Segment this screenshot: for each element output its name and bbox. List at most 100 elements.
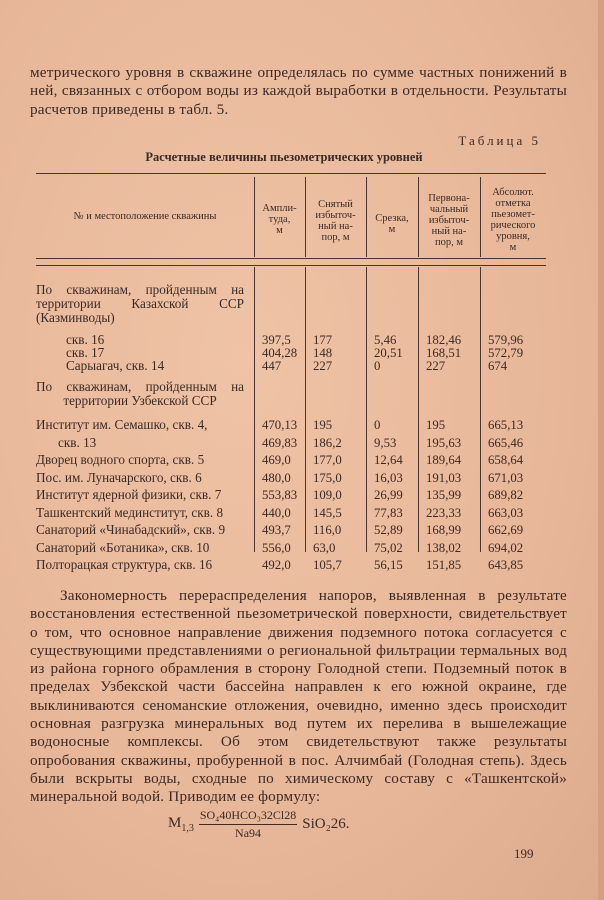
table-cell: 447 [262, 359, 282, 373]
column-divider [254, 267, 255, 552]
column-header: № и местоположение скважины [73, 211, 217, 222]
column-header: Срезка, м [375, 213, 409, 235]
table-title: Расчетные величины пьезометрических уров… [145, 150, 423, 164]
table-cell: 671,03 [488, 470, 524, 485]
table-cell: 397,5 [262, 333, 291, 347]
table-cell: 105,7 [313, 558, 342, 572]
page-number: 199 [514, 846, 534, 861]
column-divider [366, 267, 367, 552]
table-cell: 56,15 [374, 558, 403, 572]
table-cell: 77,83 [374, 505, 403, 520]
table-cell: 493,7 [262, 523, 291, 537]
table-cell: 404,28 [262, 346, 298, 360]
table-cell: 223,33 [426, 505, 462, 520]
formula-fraction: SO₄40HCO₃32Cl28 Na94 [198, 808, 298, 841]
header-bottom-rule [36, 258, 546, 260]
table-cell: 195 [426, 418, 446, 432]
column-divider [366, 177, 367, 257]
table-cell: 168,99 [426, 523, 462, 537]
table-cell: 572,79 [488, 346, 524, 360]
column-header: Снятый избыточ- ный на- пор, м [315, 199, 356, 243]
table-cell: 138,02 [426, 540, 462, 555]
chemical-formula: M1,3 SO₄40HCO₃32Cl28 Na94 SiO₂26. [168, 808, 350, 841]
formula-denominator: Na94 [235, 826, 262, 840]
row-name: Сарыагач, скв. 14 [66, 358, 165, 373]
table-cell: 689,82 [488, 488, 524, 502]
table-cell: 145,5 [313, 505, 342, 520]
table-cell: 492,0 [262, 558, 291, 572]
column-header: Ампли- туда, м [262, 203, 297, 236]
group-title: По скважинам, пройденным на территории К… [36, 282, 244, 325]
table-cell: 227 [426, 359, 446, 373]
row-name: скв. 13 [58, 434, 97, 450]
row-name: Институт ядерной физики, скв. 7 [36, 487, 222, 502]
table-cell: 175,0 [313, 470, 342, 485]
table-cell: 177,0 [313, 453, 342, 467]
column-divider [418, 267, 419, 552]
row-name: Пос. им. Луначарского, скв. 6 [36, 469, 202, 485]
table-cell: 148 [313, 346, 333, 360]
table-cell: 182,46 [426, 333, 462, 347]
table-cell: 579,96 [488, 333, 524, 347]
intro-paragraph: метрического уровня в скважине определял… [30, 64, 567, 118]
table-cell: 186,2 [313, 435, 342, 450]
formula-suffix: SiO₂26. [302, 816, 350, 832]
table-cell: 177 [313, 333, 333, 347]
table-cell: 470,13 [262, 418, 298, 432]
table-cell: 168,51 [426, 346, 462, 360]
table-cell: 16,03 [374, 470, 403, 485]
table-cell: 75,02 [374, 540, 403, 555]
table-cell: 665,46 [488, 435, 524, 450]
row-name: Полторацкая структура, скв. 16 [36, 557, 213, 572]
column-header: Первона- чальный избыточ- ный на- пор, м [428, 193, 470, 248]
table-cell: 553,83 [262, 488, 298, 502]
table-cell: 191,03 [426, 470, 462, 485]
table-cell: 151,85 [426, 558, 462, 572]
table-cell: 9,53 [374, 435, 397, 450]
table-cell: 195,63 [426, 435, 462, 450]
row-name: скв. 17 [66, 345, 105, 360]
body-paragraph: Закономерность перераспределения напоров… [30, 587, 567, 807]
column-header: Абсолют. отметка пьезомет- рического уро… [490, 187, 536, 253]
table-cell: 195 [313, 418, 333, 432]
table-cell: 12,64 [374, 453, 403, 467]
column-divider [305, 267, 306, 552]
table-cell: 643,85 [488, 558, 524, 572]
column-divider [480, 177, 481, 257]
page-edge [598, 0, 604, 900]
column-divider [254, 177, 255, 257]
table-cell: 26,99 [374, 488, 403, 502]
body-text: Закономерность перераспределения напоров… [30, 587, 567, 806]
table-cell: 469,83 [262, 435, 298, 450]
row-name: Санаторий «Чинабадский», скв. 9 [36, 522, 226, 537]
table-number: Таблица 5 [458, 133, 541, 148]
table-title-wrap: Расчетные величины пьезометрических уров… [0, 150, 604, 165]
table-cell: 52,89 [374, 523, 403, 537]
row-name: Ташкентский мединститут, скв. 8 [36, 504, 224, 520]
table-cell: 227 [313, 359, 333, 373]
table-cell: 662,69 [488, 523, 524, 537]
table-cell: 0 [374, 418, 381, 432]
column-divider [418, 177, 419, 257]
formula-numerator: SO₄40HCO₃32Cl28 [198, 808, 298, 825]
table-cell: 674 [488, 359, 508, 373]
column-divider [480, 267, 481, 552]
table-cell: 109,0 [313, 488, 342, 502]
table-cell: 135,99 [426, 488, 462, 502]
table-top-rule [36, 173, 546, 175]
table-cell: 469,0 [262, 453, 291, 467]
row-name: Санаторий «Ботаника», скв. 10 [36, 539, 210, 555]
table-cell: 663,03 [488, 505, 524, 520]
column-divider [305, 177, 306, 257]
group-title: По скважинам, пройденным на территории У… [36, 379, 244, 408]
table-cell: 5,46 [374, 333, 397, 347]
table-cell: 556,0 [262, 540, 291, 555]
table-cell: 63,0 [313, 540, 336, 555]
table-cell: 694,02 [488, 540, 524, 555]
table-cell: 665,13 [488, 418, 524, 432]
table-cell: 480,0 [262, 470, 291, 485]
table-cell: 20,51 [374, 346, 403, 360]
body-top-rule [36, 265, 546, 266]
formula-prefix: M1,3 [168, 815, 194, 834]
